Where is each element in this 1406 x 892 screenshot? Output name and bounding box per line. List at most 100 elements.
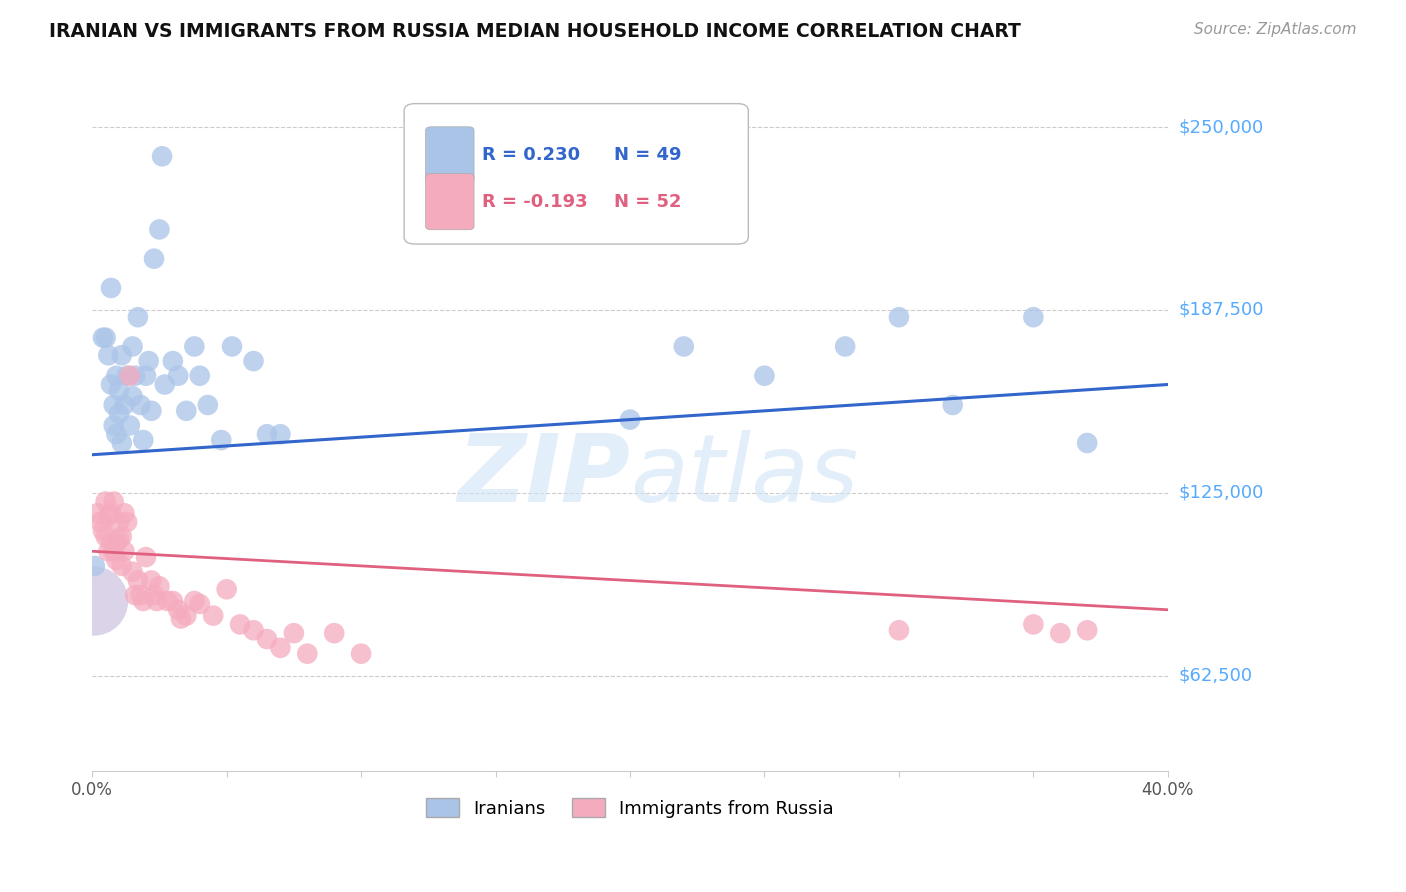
- Point: [105, 553, 128, 567]
- Point: [114, 506, 136, 520]
- Point: [91, 524, 114, 538]
- Point: [672, 339, 695, 353]
- Point: [105, 368, 128, 383]
- Point: [202, 608, 225, 623]
- Point: [209, 433, 232, 447]
- Point: [114, 398, 136, 412]
- Point: [111, 558, 134, 573]
- Point: [242, 624, 264, 638]
- Point: [150, 149, 173, 163]
- Text: R = 0.230: R = 0.230: [482, 146, 579, 164]
- Point: [148, 222, 170, 236]
- Point: [1076, 436, 1098, 450]
- Point: [115, 368, 138, 383]
- Point: [215, 582, 238, 597]
- Point: [135, 550, 157, 565]
- Legend: Iranians, Immigrants from Russia: Iranians, Immigrants from Russia: [419, 791, 841, 825]
- Point: [297, 647, 319, 661]
- Point: [1022, 617, 1045, 632]
- Point: [124, 588, 146, 602]
- Text: ZIP: ZIP: [457, 430, 630, 522]
- Point: [121, 339, 143, 353]
- Point: [148, 579, 170, 593]
- Point: [132, 433, 155, 447]
- Text: $250,000: $250,000: [1180, 118, 1264, 136]
- Point: [167, 368, 190, 383]
- Point: [145, 594, 167, 608]
- Point: [129, 398, 152, 412]
- Point: [183, 339, 205, 353]
- Point: [108, 407, 131, 421]
- Point: [118, 418, 141, 433]
- Point: [1076, 624, 1098, 638]
- Point: [103, 418, 125, 433]
- Point: [176, 608, 198, 623]
- Point: [83, 558, 105, 573]
- Text: IRANIAN VS IMMIGRANTS FROM RUSSIA MEDIAN HOUSEHOLD INCOME CORRELATION CHART: IRANIAN VS IMMIGRANTS FROM RUSSIA MEDIAN…: [49, 22, 1021, 41]
- Text: $125,000: $125,000: [1180, 483, 1264, 501]
- Point: [350, 647, 373, 661]
- Text: atlas: atlas: [630, 430, 858, 521]
- Point: [176, 404, 198, 418]
- Point: [1049, 626, 1071, 640]
- Text: Source: ZipAtlas.com: Source: ZipAtlas.com: [1194, 22, 1357, 37]
- Text: N = 49: N = 49: [614, 146, 682, 164]
- Point: [942, 398, 965, 412]
- Point: [162, 354, 184, 368]
- Point: [183, 594, 205, 608]
- Point: [97, 544, 120, 558]
- Point: [97, 509, 120, 524]
- Point: [89, 515, 111, 529]
- Point: [108, 384, 131, 398]
- Point: [269, 640, 291, 655]
- Point: [94, 530, 117, 544]
- Point: [105, 535, 128, 549]
- Point: [143, 252, 166, 266]
- Point: [115, 515, 138, 529]
- Point: [94, 494, 117, 508]
- Point: [162, 594, 184, 608]
- Point: [97, 348, 120, 362]
- FancyBboxPatch shape: [404, 103, 748, 244]
- Point: [103, 398, 125, 412]
- Point: [91, 331, 114, 345]
- Point: [100, 281, 122, 295]
- Point: [114, 544, 136, 558]
- Point: [132, 594, 155, 608]
- Point: [100, 506, 122, 520]
- Point: [129, 588, 152, 602]
- Point: [256, 632, 278, 646]
- Point: [834, 339, 856, 353]
- Point: [111, 436, 134, 450]
- Point: [156, 594, 179, 608]
- FancyBboxPatch shape: [426, 127, 474, 183]
- Point: [170, 611, 193, 625]
- Text: $187,500: $187,500: [1180, 301, 1264, 319]
- Point: [121, 565, 143, 579]
- Point: [94, 331, 117, 345]
- Point: [111, 348, 134, 362]
- Point: [138, 354, 160, 368]
- Point: [242, 354, 264, 368]
- Text: N = 52: N = 52: [614, 193, 682, 211]
- Point: [83, 594, 105, 608]
- Point: [86, 506, 108, 520]
- Point: [103, 544, 125, 558]
- Point: [188, 597, 211, 611]
- Text: R = -0.193: R = -0.193: [482, 193, 588, 211]
- Point: [141, 574, 163, 588]
- Point: [229, 617, 252, 632]
- Point: [221, 339, 243, 353]
- Point: [100, 377, 122, 392]
- Point: [135, 368, 157, 383]
- Point: [108, 533, 131, 547]
- Point: [887, 310, 910, 325]
- Point: [197, 398, 219, 412]
- Point: [141, 404, 163, 418]
- Point: [754, 368, 776, 383]
- Point: [188, 368, 211, 383]
- Point: [121, 389, 143, 403]
- Point: [153, 377, 176, 392]
- Point: [127, 574, 149, 588]
- Point: [143, 588, 166, 602]
